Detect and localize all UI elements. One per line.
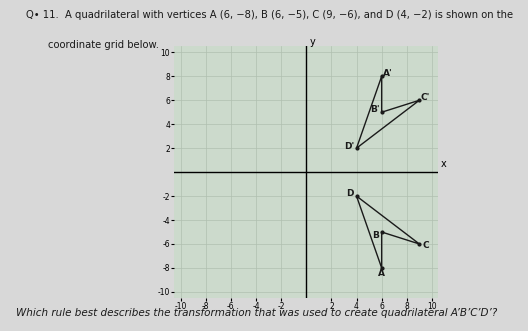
Text: B': B': [371, 105, 380, 114]
Text: A': A': [383, 70, 393, 78]
Text: Which rule best describes the transformation that was used to create quadrilater: Which rule best describes the transforma…: [16, 308, 497, 318]
Text: C': C': [421, 93, 430, 102]
Text: D: D: [346, 189, 354, 198]
Text: C: C: [422, 241, 429, 250]
Text: x: x: [440, 159, 446, 168]
Text: coordinate grid below.: coordinate grid below.: [48, 40, 158, 50]
Text: y: y: [310, 36, 316, 47]
Text: Q• 11.  A quadrilateral with vertices A (6, −8), B (6, −5), C (9, −6), and D (4,: Q• 11. A quadrilateral with vertices A (…: [26, 10, 514, 20]
Text: A: A: [378, 269, 385, 278]
Text: D': D': [344, 142, 354, 152]
Text: B: B: [372, 231, 379, 240]
